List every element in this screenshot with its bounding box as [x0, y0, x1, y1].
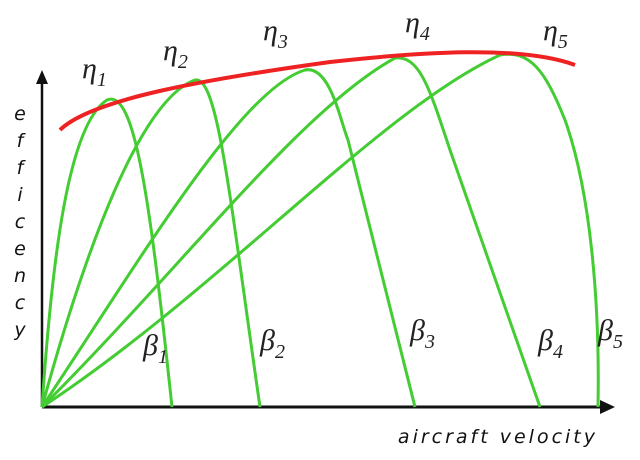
beta-label: β1 — [142, 329, 168, 368]
x-axis-arrow — [600, 400, 615, 414]
eta-label: η3 — [263, 14, 288, 53]
beta-label-subscript: 3 — [424, 331, 435, 353]
beta-label-subscript: 1 — [158, 346, 168, 368]
eta-label: η1 — [82, 52, 107, 91]
beta-label-subscript: 5 — [613, 331, 623, 353]
beta-label: β4 — [537, 324, 563, 363]
eta-label-subscript: 1 — [97, 69, 107, 91]
beta-label-symbol: β — [142, 329, 158, 362]
beta-label-symbol: β — [597, 314, 613, 347]
y-axis-letter: y — [13, 319, 26, 341]
efficiency-curve — [40, 68, 417, 408]
y-axis-letter: f — [17, 157, 27, 179]
eta-label-subscript: 2 — [178, 51, 188, 73]
beta-label-symbol: β — [409, 314, 425, 347]
eta-label-symbol: η — [163, 34, 178, 67]
efficiency-curve — [41, 52, 600, 409]
y-axis-letter: i — [17, 184, 23, 206]
beta-label-symbol: β — [259, 324, 275, 357]
eta-label-subscript: 5 — [558, 31, 568, 53]
y-axis-letter: e — [14, 238, 26, 260]
y-axis-letter: f — [17, 130, 27, 152]
max-efficiency-envelope — [58, 50, 576, 132]
x-axis-label: aircraft velocity — [398, 426, 598, 448]
eta-label-subscript: 4 — [420, 23, 430, 45]
eta-label-symbol: η — [82, 52, 97, 85]
beta-label: β3 — [409, 314, 435, 353]
beta-label-subscript: 2 — [275, 341, 285, 363]
y-axis-letter: n — [14, 265, 26, 287]
eta-label-symbol: η — [405, 6, 420, 39]
eta-label: η2 — [163, 34, 188, 73]
efficiency-curve — [40, 56, 542, 409]
eta-label: η5 — [543, 14, 568, 53]
eta-label: η4 — [405, 6, 430, 45]
eta-label-symbol: η — [543, 14, 558, 47]
y-axis-arrow — [36, 70, 48, 84]
y-axis-letter: e — [14, 103, 26, 125]
y-axis-letter: c — [15, 211, 26, 233]
beta-label-subscript: 4 — [553, 341, 563, 363]
eta-label-symbol: η — [263, 14, 278, 47]
eta-label-subscript: 3 — [277, 31, 288, 53]
y-axis-letter: c — [15, 292, 26, 314]
efficiency-curve — [40, 78, 262, 408]
beta-label: β5 — [597, 314, 623, 353]
beta-label: β2 — [259, 324, 285, 363]
beta-label-symbol: β — [537, 324, 553, 357]
